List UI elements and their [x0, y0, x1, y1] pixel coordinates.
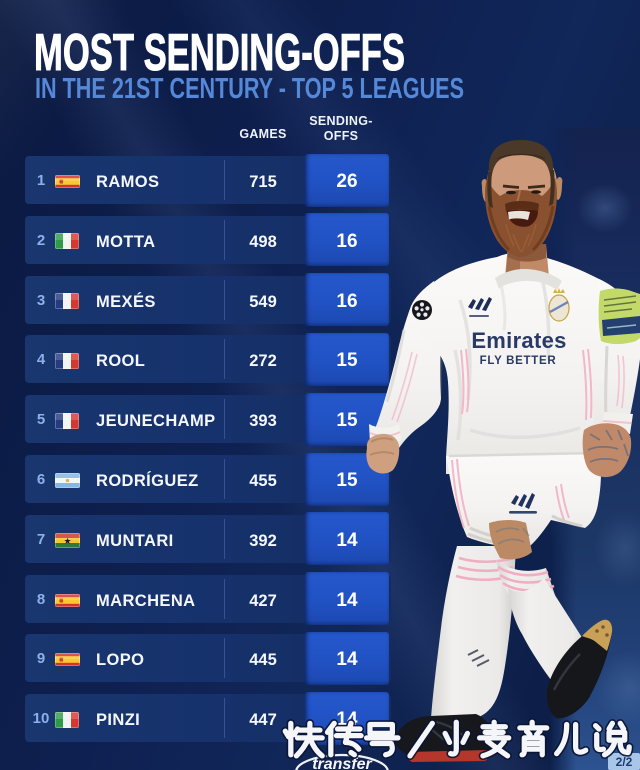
svg-text:MOST SENDING-OFFS: MOST SENDING-OFFS: [34, 24, 405, 82]
svg-text:FLY BETTER: FLY BETTER: [480, 355, 557, 367]
svg-text:transfer: transfer: [312, 756, 372, 770]
svg-text:Emirates: Emirates: [471, 328, 566, 353]
svg-text:IN THE 21ST CENTURY - TOP 5 LE: IN THE 21ST CENTURY - TOP 5 LEAGUES: [35, 73, 464, 105]
svg-text:2/2: 2/2: [616, 755, 633, 769]
